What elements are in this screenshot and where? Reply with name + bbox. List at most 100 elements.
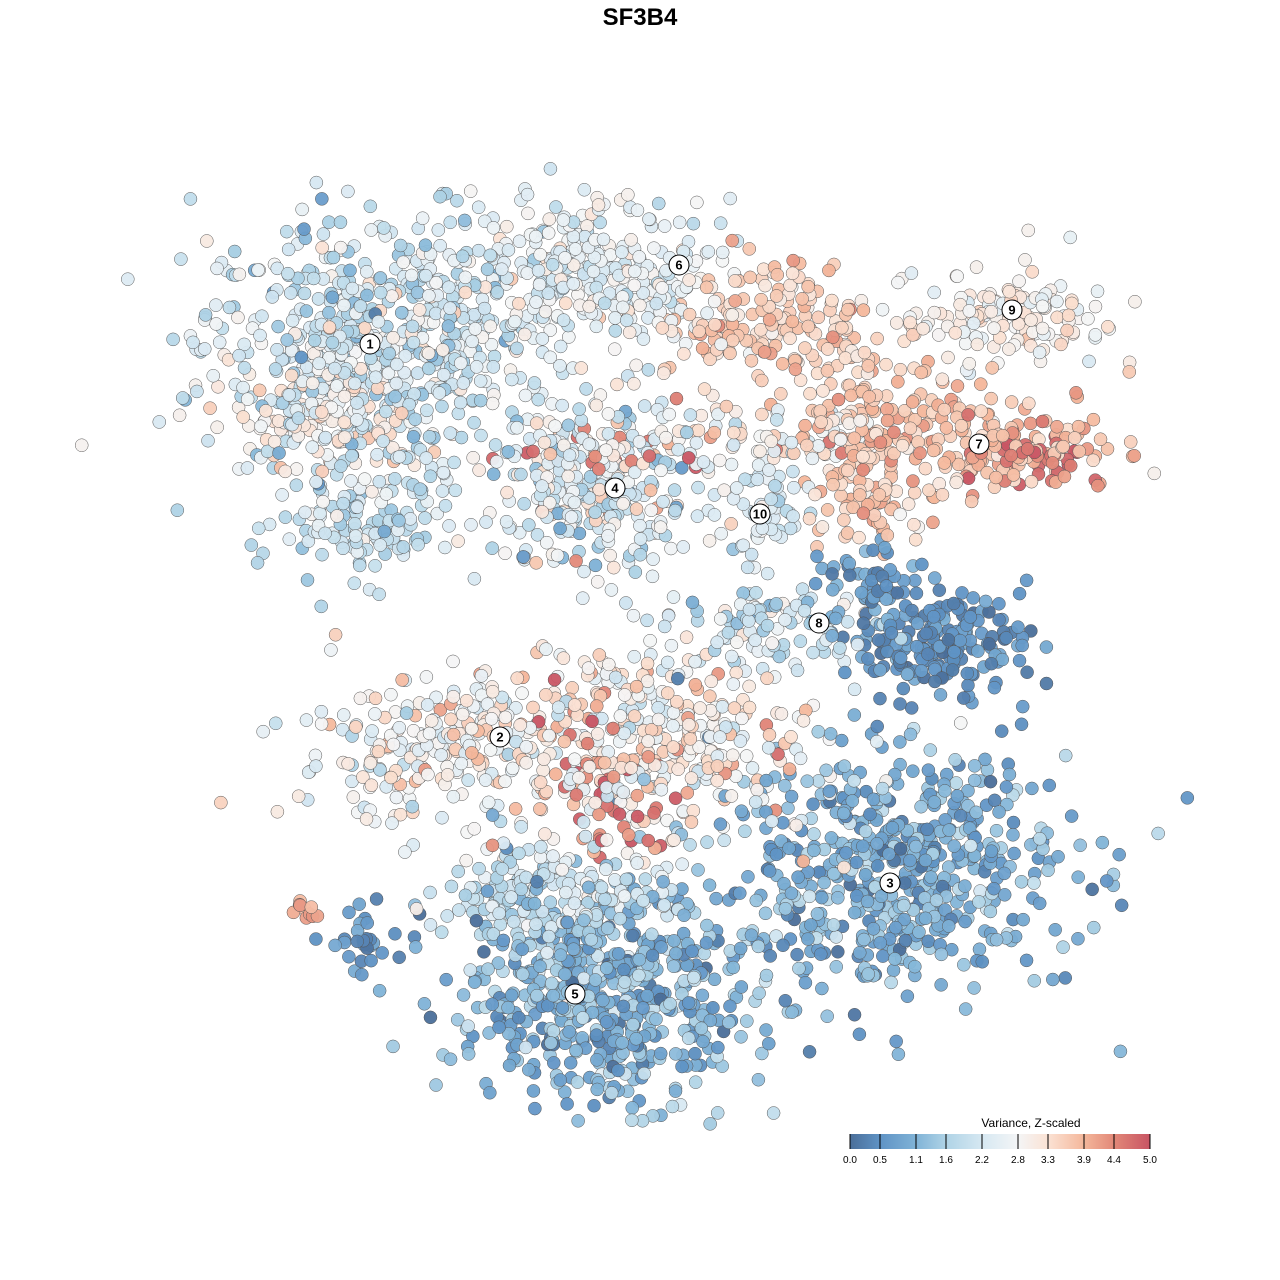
point <box>707 294 722 309</box>
cluster-label-marker <box>879 872 901 894</box>
point <box>316 227 331 241</box>
point <box>722 1015 736 1030</box>
point <box>903 421 918 436</box>
point <box>402 397 416 412</box>
point <box>670 694 684 709</box>
point <box>890 316 904 330</box>
point <box>355 967 369 982</box>
point <box>903 727 918 742</box>
point <box>947 839 961 853</box>
point <box>793 373 808 387</box>
point <box>857 345 872 360</box>
point <box>823 727 838 741</box>
point <box>724 649 739 664</box>
point <box>483 1086 497 1100</box>
point <box>585 714 599 729</box>
point <box>616 300 630 315</box>
point <box>1021 223 1036 238</box>
point <box>297 286 312 301</box>
point <box>538 827 552 841</box>
point <box>375 946 389 960</box>
point <box>755 373 769 388</box>
point <box>682 717 696 732</box>
point <box>377 524 392 539</box>
point <box>630 809 645 824</box>
point <box>386 1039 400 1054</box>
point <box>967 759 982 773</box>
point <box>655 321 670 335</box>
point <box>514 820 528 834</box>
point <box>398 349 413 363</box>
point <box>542 728 556 743</box>
point <box>337 415 352 429</box>
point <box>828 611 843 626</box>
point <box>579 382 593 396</box>
point <box>561 418 576 433</box>
point <box>825 293 839 308</box>
point <box>588 505 602 519</box>
point <box>784 730 798 744</box>
point <box>750 472 765 487</box>
point <box>820 342 835 356</box>
point <box>548 419 562 433</box>
point <box>599 833 614 847</box>
point <box>389 790 404 805</box>
point <box>871 633 886 647</box>
point <box>566 942 581 956</box>
point <box>905 603 919 618</box>
point <box>860 894 875 909</box>
point <box>852 530 866 545</box>
point <box>1101 320 1115 334</box>
point <box>814 415 828 429</box>
point <box>632 250 646 264</box>
point <box>451 864 465 879</box>
point <box>856 839 870 853</box>
point <box>790 663 805 678</box>
point <box>403 512 418 526</box>
point <box>657 219 672 233</box>
cluster-label-5: 5 <box>564 983 586 1005</box>
point <box>350 500 364 514</box>
point <box>958 914 972 929</box>
point <box>456 376 471 390</box>
point <box>884 975 898 990</box>
point <box>555 1001 570 1015</box>
point <box>723 999 737 1013</box>
point <box>983 904 998 919</box>
point <box>333 215 348 229</box>
point <box>764 434 778 449</box>
point <box>544 976 559 991</box>
point <box>710 773 724 788</box>
point <box>300 573 315 587</box>
point <box>668 1084 683 1098</box>
point <box>872 488 887 502</box>
point <box>610 377 624 392</box>
point <box>434 925 449 939</box>
point <box>429 1078 443 1092</box>
point <box>723 191 737 206</box>
point <box>498 710 513 725</box>
point <box>785 1005 799 1019</box>
point <box>172 408 187 423</box>
point <box>558 251 572 265</box>
point <box>1128 294 1142 309</box>
point <box>485 684 500 699</box>
point <box>861 967 876 981</box>
point <box>581 661 596 675</box>
point <box>446 654 460 669</box>
point <box>915 557 929 572</box>
point <box>582 760 597 774</box>
point <box>953 716 968 730</box>
point <box>887 446 901 461</box>
point <box>1027 876 1041 890</box>
point <box>627 649 641 664</box>
point <box>642 212 656 226</box>
point <box>950 789 965 803</box>
point <box>522 518 536 532</box>
cluster-label-text: 9 <box>1008 303 1015 318</box>
point <box>700 918 714 933</box>
point <box>893 651 908 665</box>
point <box>770 268 785 282</box>
point <box>685 595 700 610</box>
point <box>377 221 391 235</box>
